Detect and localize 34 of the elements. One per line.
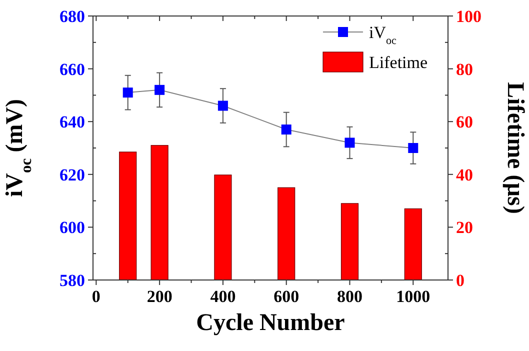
y-tick-label: 640 (60, 112, 85, 132)
bar (119, 152, 137, 280)
y-tick-label: 680 (60, 7, 85, 26)
bar (150, 145, 168, 280)
legend-label: iV$_{oc}$ (369, 23, 397, 47)
point (344, 138, 355, 148)
point (122, 88, 133, 98)
y-tick-label: 660 (60, 60, 85, 79)
bar (404, 208, 422, 280)
y-tick-label: 620 (60, 165, 85, 184)
x-tick-label: 800 (336, 287, 362, 306)
y2-tick-label: 60 (456, 112, 473, 132)
y2-tick-label: 0 (456, 271, 464, 290)
bar (214, 174, 232, 280)
point (281, 124, 292, 135)
point (218, 100, 228, 111)
y2-tick-label: 20 (456, 218, 473, 238)
legend-label: Lifetime (369, 53, 428, 72)
x-tick-label: 400 (210, 287, 236, 306)
y2-tick-label: 80 (456, 60, 473, 79)
x-tick-label: 600 (274, 287, 300, 306)
x-tick-label: 200 (146, 287, 172, 306)
x-tick-label: 0 (92, 287, 100, 306)
y-tick-label: 600 (60, 218, 85, 238)
y2-tick-label: 40 (456, 165, 473, 184)
point (154, 84, 165, 95)
point (408, 143, 418, 153)
bar (278, 187, 296, 280)
x-axis-title: Cycle Number (196, 310, 346, 336)
y2-tick-label: 100 (456, 7, 482, 26)
bar (340, 203, 359, 280)
y-tick-label: 580 (60, 271, 85, 290)
x-tick-label: 1000 (396, 287, 430, 306)
y2-axis-title: Lifetime (µs) (502, 82, 528, 214)
